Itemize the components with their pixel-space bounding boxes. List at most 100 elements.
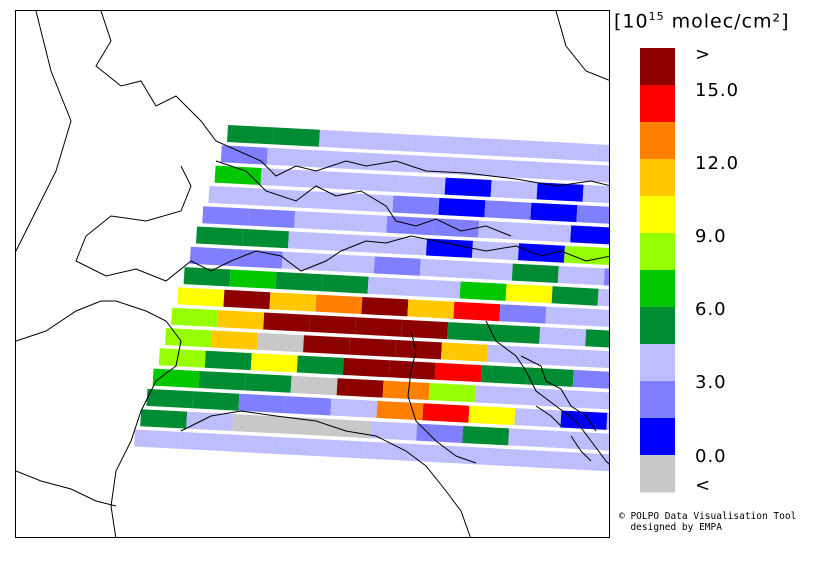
swath-pixel xyxy=(250,353,298,373)
colorbar-label: 9.0 xyxy=(695,226,727,247)
swath-pixel xyxy=(493,324,541,344)
swath-pixel xyxy=(180,431,227,452)
colorbar-label: 3.0 xyxy=(695,372,727,393)
swath-pixel xyxy=(370,421,418,441)
swath-pixel xyxy=(444,177,492,197)
swath-pixel xyxy=(196,226,243,246)
swath-pixel xyxy=(358,152,406,172)
swath-pixel xyxy=(505,283,553,304)
swath-pixel xyxy=(204,350,252,371)
swath-pixel xyxy=(288,231,335,251)
swath-pixel xyxy=(404,154,452,175)
swath-pixel xyxy=(395,340,442,360)
swath-pixel xyxy=(588,164,609,183)
swath-pixel xyxy=(518,243,565,263)
swath-pixel xyxy=(300,190,348,211)
colorbar-segment xyxy=(640,233,675,271)
swath-pixel xyxy=(416,423,464,443)
colorbar-segment xyxy=(640,48,675,86)
map-panel[interactable] xyxy=(15,10,610,538)
colorbar-segment xyxy=(640,196,675,234)
swath-pixel xyxy=(263,312,311,332)
swath-pixel xyxy=(365,132,412,152)
swath-pixel xyxy=(244,373,292,393)
swath-pixel xyxy=(278,416,326,436)
swath-pixel xyxy=(189,246,237,267)
swath-pixel xyxy=(594,453,609,472)
swath-pixel xyxy=(542,162,590,182)
swath-pixel xyxy=(140,409,188,429)
swath-pixel xyxy=(355,317,403,337)
swath-pixel xyxy=(281,251,329,271)
swath-pixel xyxy=(462,426,510,446)
swath-pixel xyxy=(453,301,501,322)
swath-pixel xyxy=(465,261,513,281)
credit-line-2: designed by EMPA xyxy=(619,522,722,533)
legend-title: [1015 molec/cm²] xyxy=(614,10,790,33)
swath-pixel xyxy=(346,193,394,213)
swath-pixel xyxy=(309,314,357,335)
swath-pixel xyxy=(503,139,550,159)
swath-pixel xyxy=(413,279,461,299)
border-southwest xyxy=(16,470,117,507)
swath-pixel xyxy=(380,236,427,256)
swath-pixel xyxy=(597,288,609,307)
swath-pixel xyxy=(273,127,320,147)
swath-pixel xyxy=(321,274,369,294)
swath-pixel xyxy=(202,206,250,226)
swath-pixel xyxy=(361,297,409,317)
border-swiss-south xyxy=(75,165,609,282)
swath-pixel xyxy=(318,439,365,459)
swath-pixel xyxy=(223,289,271,310)
swath-pixel xyxy=(266,147,314,168)
swath-pixel xyxy=(171,307,219,328)
swath-pixel xyxy=(319,129,366,150)
no2-swath xyxy=(134,125,609,472)
swath-pixel xyxy=(220,145,268,165)
swath-pixel xyxy=(401,319,449,340)
border-croatia-islands xyxy=(520,355,597,462)
swath-pixel xyxy=(606,412,609,431)
swath-pixel xyxy=(315,294,363,314)
colorbar-segment xyxy=(640,381,675,419)
swath-pixel xyxy=(600,433,609,451)
swath-pixel xyxy=(177,287,225,307)
swath-pixel xyxy=(459,281,507,301)
swath-pixel xyxy=(410,443,457,464)
swath-pixel xyxy=(227,125,274,145)
border-alpine-arc xyxy=(215,160,512,237)
colorbar-label: 6.0 xyxy=(695,299,727,320)
country-borders xyxy=(16,11,609,537)
swath-pixel xyxy=(183,267,231,287)
swath-pixel xyxy=(284,396,332,416)
colorbar-segment xyxy=(640,85,675,123)
border-east xyxy=(555,11,609,81)
swath-pixel xyxy=(490,180,538,200)
swath-pixel xyxy=(524,223,572,243)
swath-pixel xyxy=(275,271,323,292)
swath-pixel xyxy=(336,378,384,398)
colorbar-segment xyxy=(640,122,675,160)
swath-pixel xyxy=(603,268,609,286)
swath-pixel xyxy=(549,141,596,162)
colorbar-label: 12.0 xyxy=(695,153,740,174)
colorbar-segment xyxy=(640,270,675,308)
swath-pixel xyxy=(419,258,467,279)
border-istria xyxy=(485,320,609,465)
swath-pixel xyxy=(422,403,470,423)
swath-pixel xyxy=(576,205,609,224)
swath-pixel xyxy=(554,430,602,451)
border-adriatic-coast xyxy=(407,330,477,464)
border-ligurian-coast xyxy=(180,410,471,537)
swath-pixel xyxy=(566,390,609,410)
swath-pixel xyxy=(208,185,256,206)
credit-text: © POLPO Data Visualisation Tool designed… xyxy=(619,511,796,533)
swath-pixel xyxy=(441,342,488,362)
swath-pixel xyxy=(472,240,519,261)
swath-pixel xyxy=(238,393,286,414)
border-france-switzerland xyxy=(95,11,609,187)
swath-pixel xyxy=(146,388,194,409)
swath-pixel xyxy=(134,429,181,449)
map-canvas[interactable] xyxy=(16,11,610,538)
swath-pixel xyxy=(478,220,526,240)
